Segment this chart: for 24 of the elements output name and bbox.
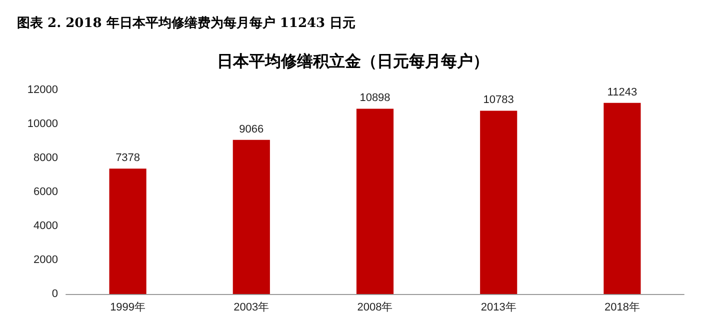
x-tick-label: 1999年 (110, 302, 146, 314)
bar (604, 102, 641, 294)
y-tick-label: 10000 (27, 118, 58, 130)
y-tick-label: 4000 (34, 220, 58, 232)
chart-title: 图表 2. 2018 年日本平均修缮费为每月每户 11243 日元 (17, 15, 356, 31)
y-tick-label: 2000 (34, 254, 58, 266)
bar (232, 140, 270, 294)
y-tick-label: 12000 (27, 84, 58, 96)
chart-subtitle: 日本平均修缮积立金（日元每月每户） (217, 52, 489, 70)
bar (356, 108, 394, 294)
data-label: 10783 (483, 94, 514, 106)
data-label: 7378 (116, 152, 140, 164)
data-label: 11243 (607, 86, 638, 98)
y-tick-label: 0 (52, 288, 58, 300)
data-label: 9066 (239, 123, 264, 136)
y-tick-label: 8000 (34, 152, 58, 164)
x-tick-label: 2013年 (480, 302, 516, 314)
x-tick-label: 2003年 (234, 302, 270, 314)
y-tick-label: 6000 (34, 186, 58, 198)
x-tick-label: 2018年 (604, 302, 640, 314)
data-label: 10898 (360, 92, 390, 104)
bar (109, 168, 146, 294)
x-tick-label: 2008年 (357, 302, 393, 314)
bar (480, 110, 518, 294)
